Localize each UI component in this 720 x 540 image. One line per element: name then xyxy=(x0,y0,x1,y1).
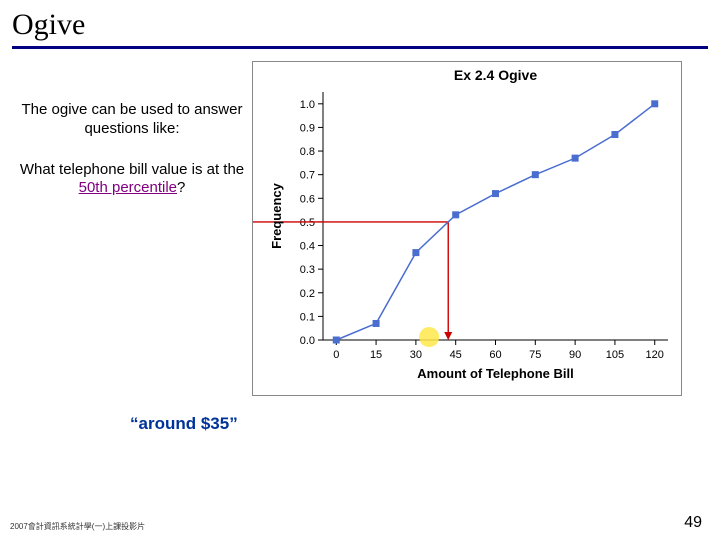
svg-text:120: 120 xyxy=(646,349,664,361)
svg-text:0.0: 0.0 xyxy=(300,335,315,347)
svg-text:0.1: 0.1 xyxy=(300,311,315,323)
svg-text:0.5: 0.5 xyxy=(300,217,315,229)
svg-text:0.4: 0.4 xyxy=(300,241,315,253)
svg-text:0.2: 0.2 xyxy=(300,288,315,300)
svg-text:0.8: 0.8 xyxy=(300,146,315,158)
svg-text:Amount of Telephone Bill: Amount of Telephone Bill xyxy=(417,366,573,381)
svg-text:60: 60 xyxy=(489,349,501,361)
ogive-chart: 0.0 0.1 0.2 0.3 0.4 0.5 0.6 0.7 0.8 0.9 1.0 0 15 30 45… xyxy=(253,62,683,397)
question-percentile: 50th percentile xyxy=(79,179,177,196)
question-text: What telephone bill value is at the 50th… xyxy=(12,161,252,199)
svg-text:0.7: 0.7 xyxy=(300,170,315,182)
left-column: The ogive can be used to answer question… xyxy=(12,61,252,396)
svg-text:0.6: 0.6 xyxy=(300,193,315,205)
answer-text: “around $35” xyxy=(130,414,720,434)
svg-text:0.3: 0.3 xyxy=(300,264,315,276)
svg-text:90: 90 xyxy=(569,349,581,361)
question-pre: What telephone bill value is at the xyxy=(20,161,244,178)
svg-text:0.9: 0.9 xyxy=(300,122,315,134)
svg-text:1.0: 1.0 xyxy=(300,99,315,111)
svg-text:Ex 2.4 Ogive: Ex 2.4 Ogive xyxy=(454,67,537,83)
intro-text: The ogive can be used to answer question… xyxy=(12,101,252,139)
svg-text:Frequency: Frequency xyxy=(269,182,284,249)
question-post: ? xyxy=(177,179,185,196)
title-underline xyxy=(12,46,708,49)
svg-text:0: 0 xyxy=(333,349,339,361)
svg-text:30: 30 xyxy=(410,349,422,361)
svg-text:45: 45 xyxy=(450,349,462,361)
svg-text:75: 75 xyxy=(529,349,541,361)
chart-area: 0.0 0.1 0.2 0.3 0.4 0.5 0.6 0.7 0.8 0.9 1.0 0 15 30 45… xyxy=(252,61,708,396)
svg-text:105: 105 xyxy=(606,349,624,361)
content-area: The ogive can be used to answer question… xyxy=(0,55,720,396)
chart-box: 0.0 0.1 0.2 0.3 0.4 0.5 0.6 0.7 0.8 0.9 1.0 0 15 30 45… xyxy=(252,61,682,396)
footer-left: 2007會計資訊系統計學(一)上課投影片 xyxy=(10,521,145,532)
svg-text:15: 15 xyxy=(370,349,382,361)
page-number: 49 xyxy=(684,514,702,532)
slide-title: Ogive xyxy=(0,0,720,46)
